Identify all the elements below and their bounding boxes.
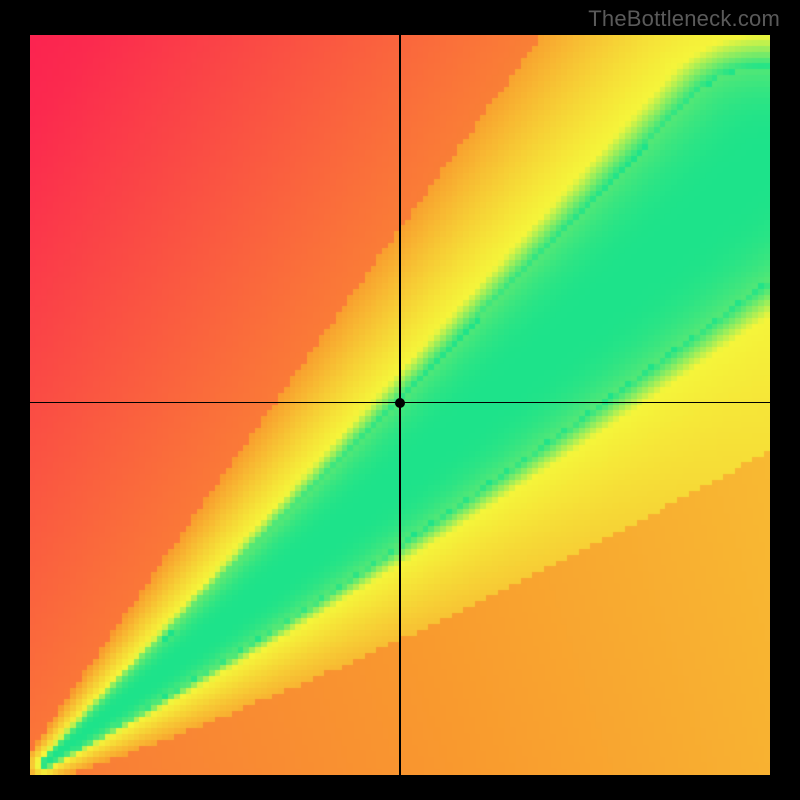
crosshair-marker xyxy=(395,398,405,408)
chart-container: TheBottleneck.com xyxy=(0,0,800,800)
watermark-text: TheBottleneck.com xyxy=(588,6,780,32)
